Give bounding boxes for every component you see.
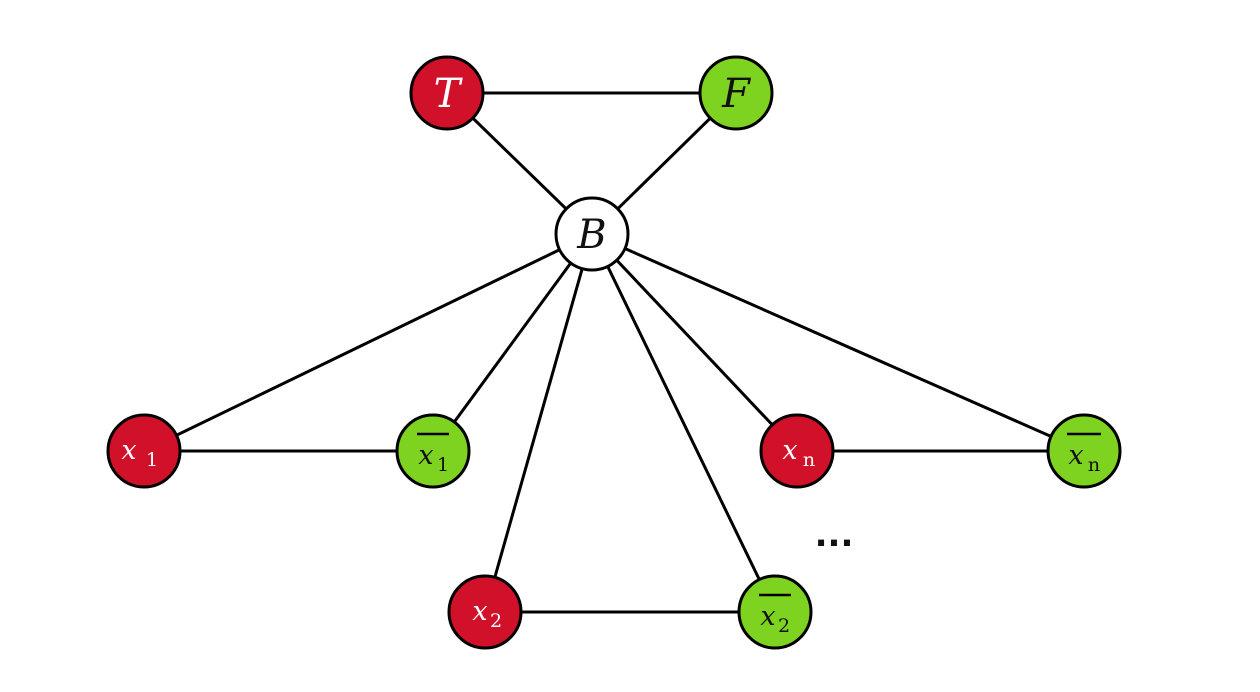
- node-not-x2-sub: 2: [778, 615, 790, 637]
- node-x2-sub: 2: [490, 610, 502, 632]
- node-base: B: [554, 196, 630, 272]
- node-true-label: T: [434, 71, 464, 117]
- edge-b-x2: [483, 233, 594, 613]
- node-true: T: [409, 55, 485, 131]
- edge-b-xn: [590, 232, 799, 453]
- edges: [143, 91, 1085, 614]
- node-not-x2-var: x: [760, 601, 775, 632]
- edge-b-not-xn: [591, 232, 1085, 453]
- node-xn: x n: [759, 413, 835, 489]
- node-x2: x 2: [447, 574, 523, 650]
- node-false-label: F: [721, 71, 751, 117]
- node-not-xn-sub: n: [1088, 454, 1100, 476]
- node-x2-var: x: [472, 596, 487, 627]
- edge-b-not-x2: [590, 233, 777, 613]
- node-x1: x 1: [106, 413, 182, 489]
- edge-b-x1: [143, 232, 593, 453]
- node-not-x1-var: x: [418, 440, 433, 471]
- node-not-x2: x 2: [737, 574, 813, 650]
- edge-b-not-x1: [431, 233, 594, 452]
- node-not-x1: x 1: [395, 413, 471, 489]
- node-base-label: B: [576, 212, 606, 258]
- node-xn-var: x: [782, 435, 797, 466]
- node-x1-var: x: [121, 435, 136, 466]
- node-not-x1-sub: 1: [437, 454, 449, 476]
- node-not-xn-var: x: [1068, 440, 1083, 471]
- node-false: F: [698, 55, 774, 131]
- node-not-xn: x n: [1046, 413, 1122, 489]
- node-xn-sub: n: [803, 449, 815, 471]
- node-x1-sub: 1: [146, 449, 158, 471]
- ellipsis-more-variables: ...: [815, 515, 854, 555]
